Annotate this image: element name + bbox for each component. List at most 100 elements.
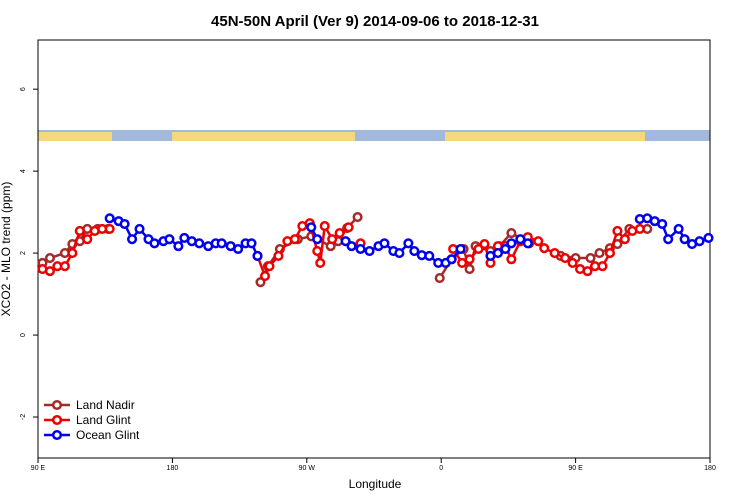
legend-marker <box>51 399 63 411</box>
x-tick-label: 0 <box>439 465 443 472</box>
point <box>173 241 184 252</box>
point <box>343 222 354 233</box>
point <box>127 234 138 245</box>
point <box>604 248 615 259</box>
point <box>246 238 257 249</box>
point <box>149 238 160 249</box>
point <box>619 234 630 245</box>
point <box>663 234 674 245</box>
point <box>634 223 645 234</box>
x-tick-label: 90 W <box>299 465 316 472</box>
point <box>104 223 115 234</box>
x-tick-label: 90 E <box>568 465 583 472</box>
point <box>409 245 420 257</box>
chart-title: 45N-50N April (Ver 9) 2014-09-06 to 2018… <box>211 13 539 30</box>
point <box>567 257 578 268</box>
y-tick-label: 4 <box>20 169 27 173</box>
point <box>216 238 227 249</box>
point <box>252 250 263 262</box>
point <box>134 223 145 234</box>
point <box>533 236 544 247</box>
point <box>582 266 593 277</box>
point <box>703 232 714 243</box>
legend-label: Land Nadir <box>76 398 135 412</box>
x-tick-label: 180 <box>704 465 716 472</box>
point <box>306 222 317 233</box>
y-tick-label: 0 <box>20 333 27 337</box>
point <box>352 211 363 223</box>
point <box>273 250 284 262</box>
point <box>506 227 517 239</box>
point <box>457 257 468 268</box>
point <box>657 218 668 230</box>
point <box>403 238 414 249</box>
ocean-band <box>112 130 172 141</box>
point <box>315 257 326 268</box>
point <box>355 243 366 255</box>
point <box>597 261 608 272</box>
point <box>67 248 78 259</box>
point <box>500 243 511 255</box>
point <box>264 261 275 272</box>
point <box>424 250 435 262</box>
point <box>340 236 351 247</box>
point <box>694 236 705 247</box>
point <box>594 248 605 259</box>
point <box>585 252 596 264</box>
point <box>539 243 550 254</box>
y-tick-label: -2 <box>20 414 27 420</box>
point <box>464 264 475 275</box>
point <box>464 254 475 265</box>
point <box>673 223 684 234</box>
point <box>394 248 405 259</box>
ocean-band <box>645 130 710 141</box>
point <box>492 248 503 259</box>
point <box>434 273 445 284</box>
y-axis-label: XCO2 - MLO trend (ppm) <box>0 182 13 317</box>
point <box>74 225 85 237</box>
ocean-edge <box>38 130 710 132</box>
y-tick-label: 2 <box>20 251 27 255</box>
legend-label: Land Glint <box>76 413 131 427</box>
point <box>82 234 93 245</box>
plot-frame <box>37 39 711 459</box>
point <box>346 241 357 252</box>
map-strip <box>38 130 710 141</box>
legend-marker <box>51 414 63 426</box>
ocean-band <box>355 130 445 141</box>
x-axis-label: Longitude <box>349 477 402 491</box>
x-tick-label: 180 <box>167 465 179 472</box>
y-tick-label: 6 <box>20 87 27 91</box>
point <box>506 238 517 249</box>
point <box>104 213 115 224</box>
point <box>473 243 484 255</box>
point <box>59 261 70 272</box>
point <box>549 248 560 259</box>
point <box>233 243 244 255</box>
point <box>327 234 338 245</box>
point <box>194 238 205 249</box>
point <box>364 245 375 257</box>
point <box>446 254 457 265</box>
point <box>560 252 571 264</box>
point <box>44 266 55 277</box>
point <box>522 238 533 249</box>
point <box>164 234 175 245</box>
point <box>612 225 623 237</box>
point <box>289 234 300 245</box>
legend-label: Ocean Glint <box>76 428 140 442</box>
series <box>104 213 714 268</box>
point <box>44 252 55 264</box>
point <box>119 218 130 230</box>
point <box>679 234 690 245</box>
legend-marker <box>51 429 63 441</box>
point <box>479 239 490 250</box>
point <box>379 238 390 249</box>
x-tick-label: 90 E <box>31 465 46 472</box>
point <box>334 227 345 239</box>
point <box>515 234 526 245</box>
point <box>312 245 323 257</box>
